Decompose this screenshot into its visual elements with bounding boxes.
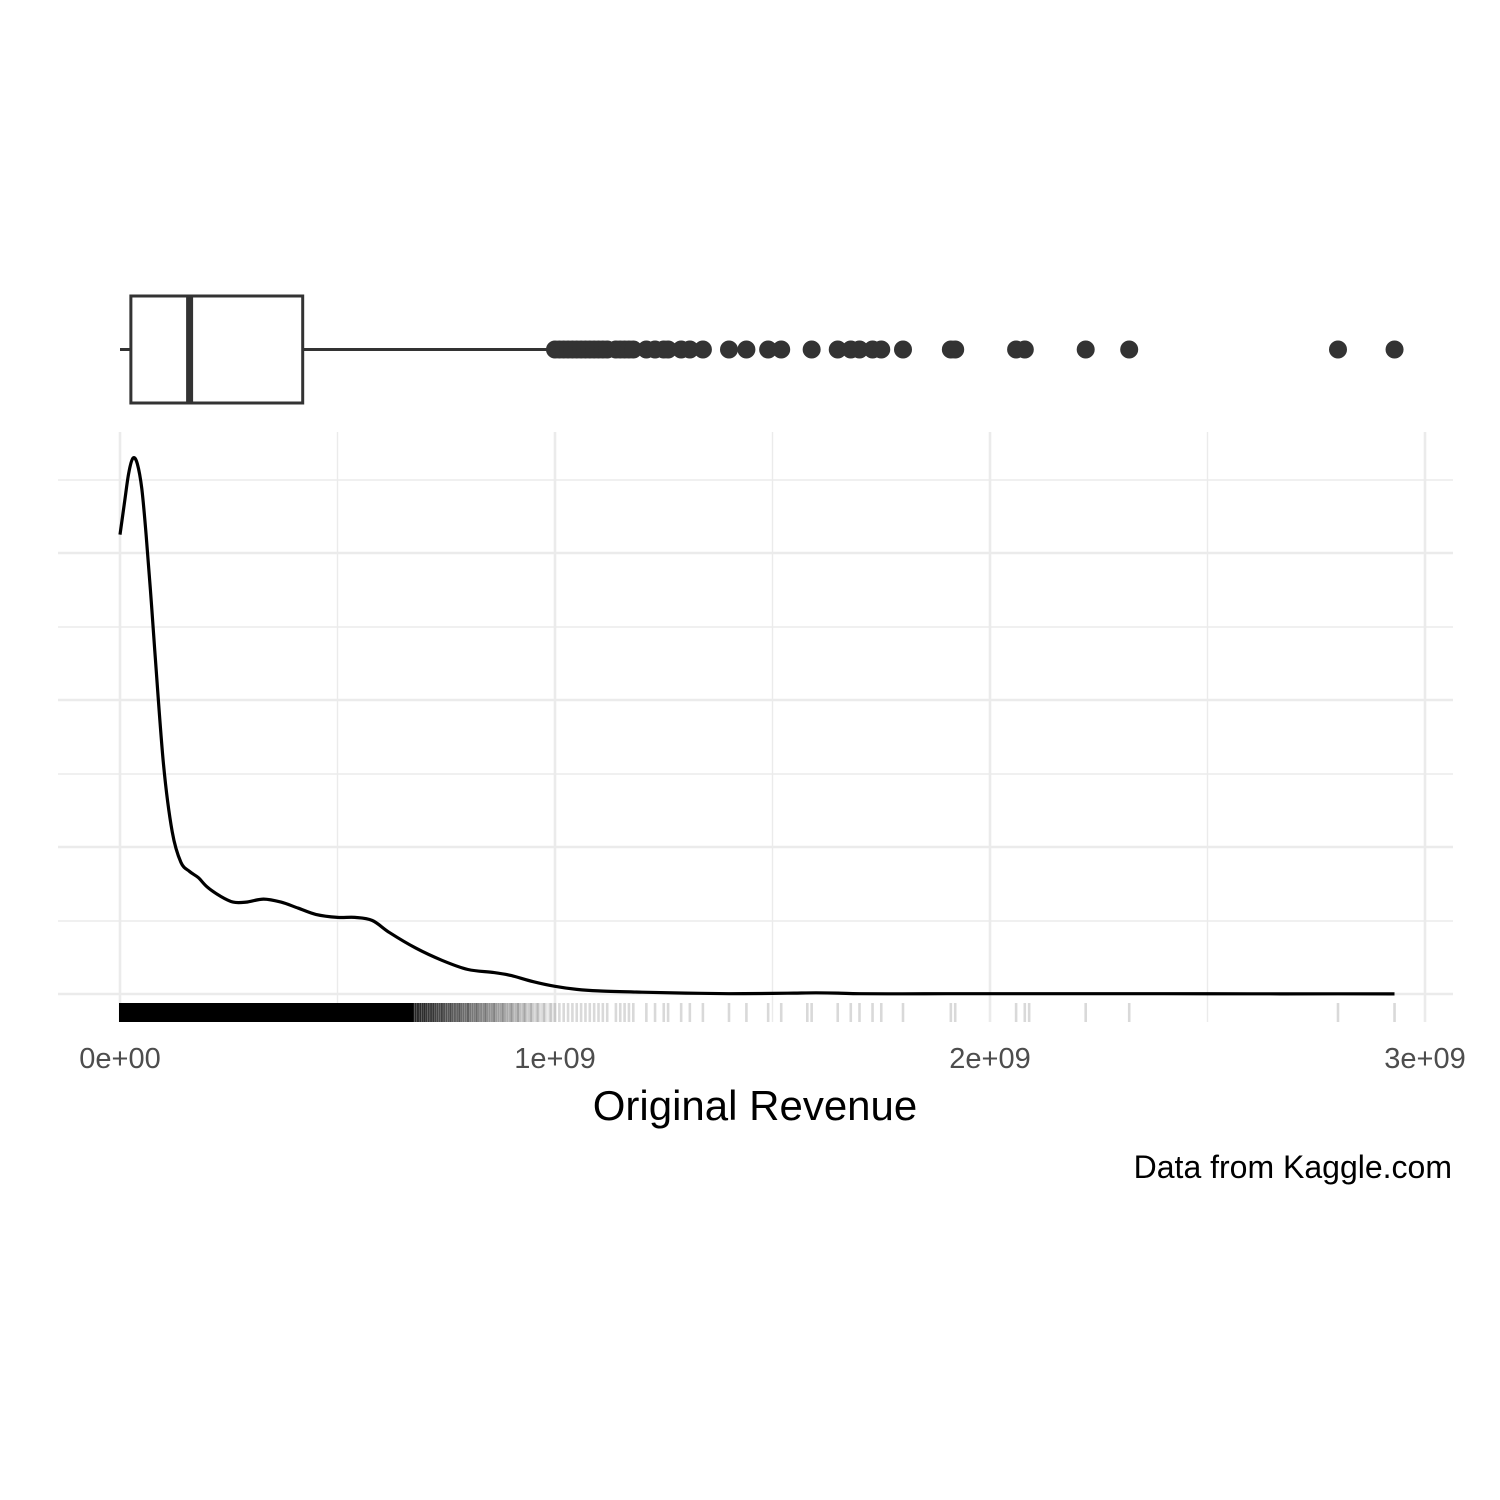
boxplot-outliers bbox=[546, 340, 1404, 359]
boxplot-outlier-point bbox=[1329, 340, 1347, 359]
boxplot-outlier-point bbox=[1076, 340, 1095, 359]
boxplot-outlier-point bbox=[1120, 340, 1139, 359]
boxplot-outlier-point bbox=[659, 340, 678, 359]
x-axis-tick-labels: 0e+00 1e+09 2e+09 3e+09 bbox=[79, 1043, 1465, 1075]
boxplot-outlier-point bbox=[1385, 340, 1404, 359]
boxplot-outlier-point bbox=[1015, 340, 1034, 359]
x-axis-title: Original Revenue bbox=[593, 1082, 918, 1129]
boxplot-outlier-point bbox=[946, 340, 965, 359]
rug-dense-block bbox=[119, 1003, 414, 1022]
boxplot-outlier-point bbox=[894, 340, 912, 359]
boxplot-outlier-point bbox=[720, 340, 738, 359]
boxplot-outlier-point bbox=[680, 340, 699, 359]
x-tick-label: 3e+09 bbox=[1384, 1043, 1465, 1075]
boxplot-outlier-point bbox=[759, 340, 778, 359]
x-tick-label: 0e+00 bbox=[79, 1043, 160, 1075]
rug-marks bbox=[119, 1003, 1396, 1022]
caption: Data from Kaggle.com bbox=[1134, 1149, 1452, 1185]
density-curve bbox=[118, 456, 1395, 996]
boxplot-outlier-point bbox=[737, 340, 756, 359]
boxplot-outlier-point bbox=[624, 340, 643, 359]
boxplot-box bbox=[129, 294, 305, 405]
boxplot-outlier-point bbox=[693, 340, 712, 359]
boxplot-outlier-point bbox=[772, 340, 791, 359]
x-tick-label: 1e+09 bbox=[514, 1043, 595, 1075]
boxplot-outlier-point bbox=[850, 340, 869, 359]
boxplot bbox=[120, 294, 1404, 405]
boxplot-outlier-point bbox=[802, 340, 821, 359]
density-plot bbox=[118, 456, 1395, 996]
boxplot-outlier-point bbox=[828, 340, 847, 359]
x-tick-label: 2e+09 bbox=[949, 1043, 1030, 1075]
panel-grid bbox=[58, 432, 1453, 1022]
boxplot-outlier-point bbox=[872, 340, 891, 359]
